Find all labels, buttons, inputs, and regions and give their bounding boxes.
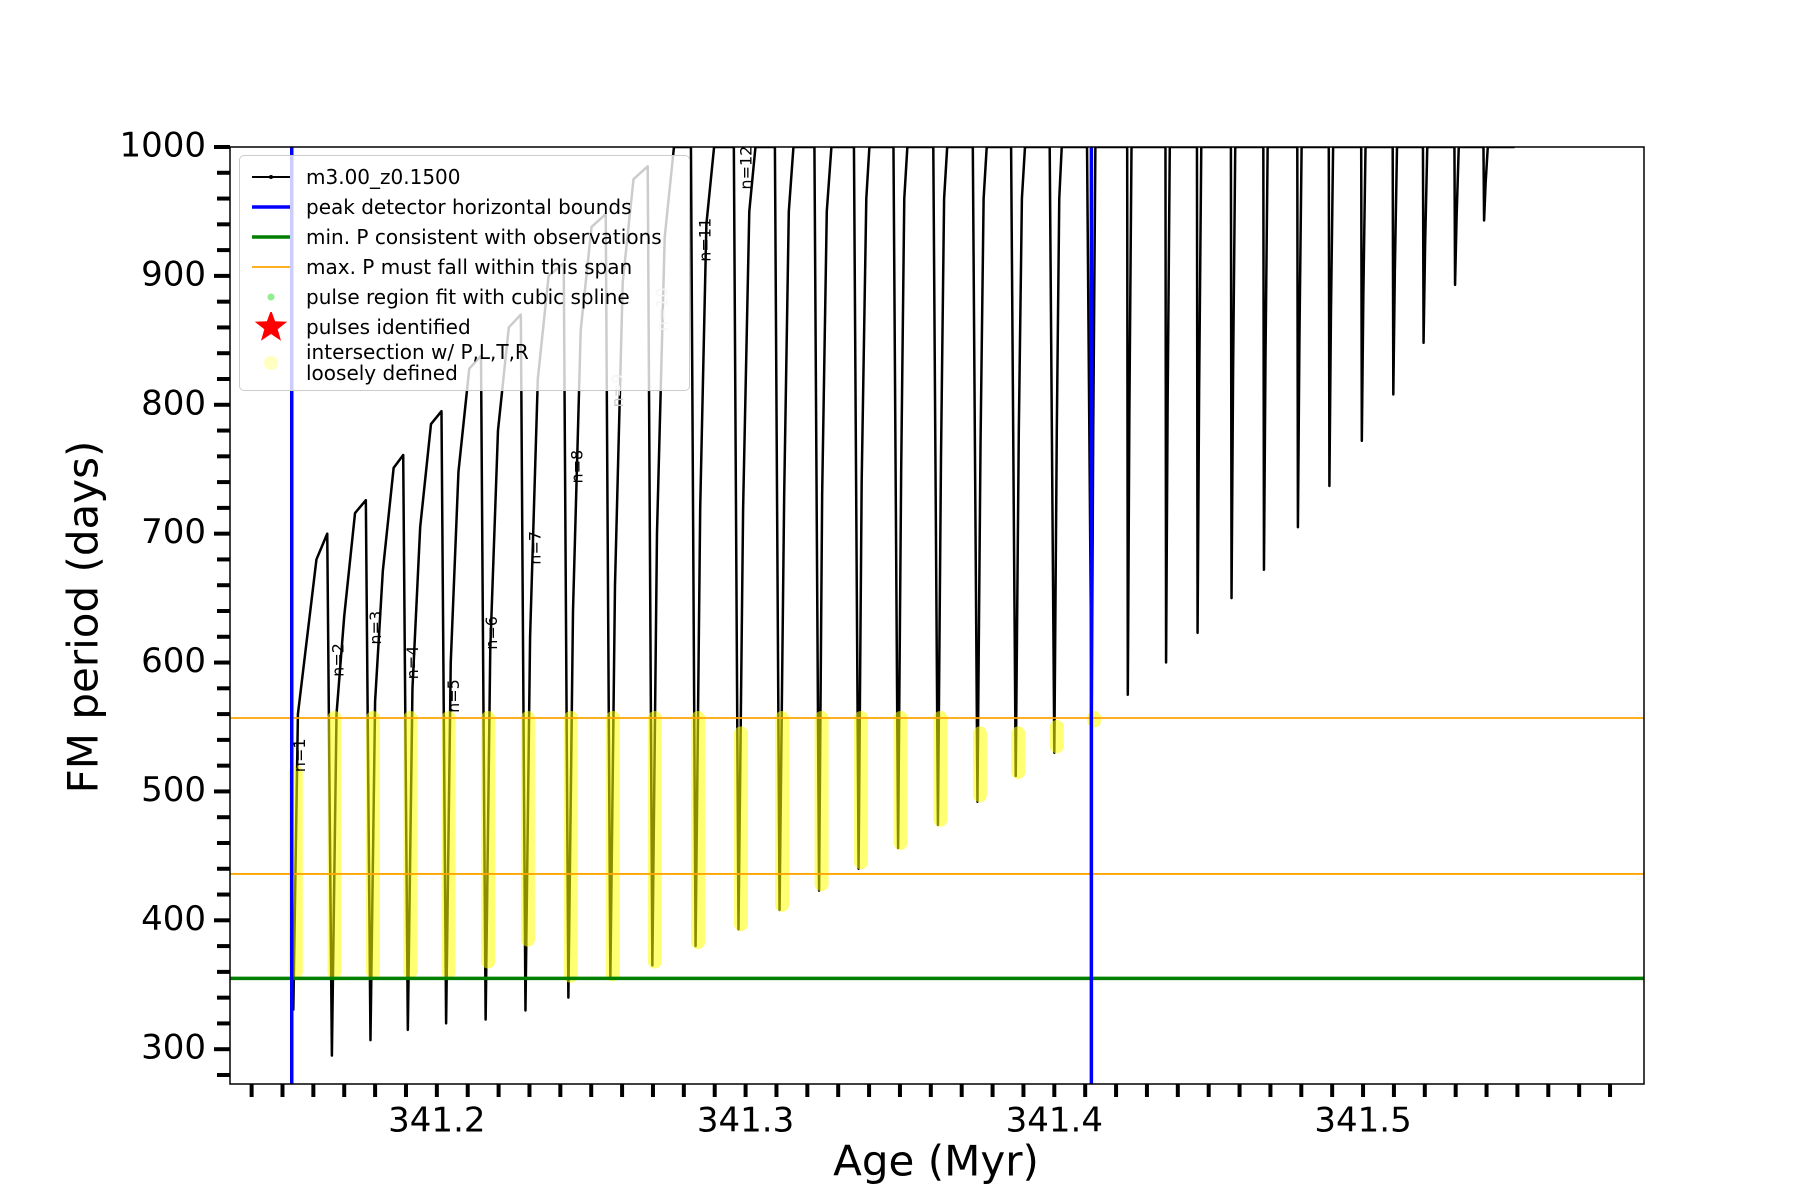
legend-label: m3.00_z0.1500: [306, 164, 461, 189]
y-tick-label: 400: [141, 899, 206, 939]
pulse-annotation: n=3: [366, 611, 385, 645]
legend-entry: max. P must fall within this span: [248, 252, 681, 282]
pulse-annotation: n=5: [444, 679, 463, 713]
pulse-annotation: n=12: [736, 146, 755, 190]
legend-entry: peak detector horizontal bounds: [248, 192, 681, 222]
legend-swatch: [252, 205, 290, 209]
pulse-annotation: n=2: [328, 643, 347, 677]
y-tick-label: 300: [141, 1028, 206, 1068]
legend-label: max. P must fall within this span: [306, 254, 633, 279]
y-tick-label: 500: [141, 770, 206, 810]
intersection-band: [288, 710, 1102, 983]
legend-label: pulses identified: [306, 314, 471, 339]
legend-swatch: [254, 312, 288, 341]
legend-swatch: [252, 266, 290, 268]
y-tick-label: 1000: [119, 126, 206, 166]
x-tick-label: 341.4: [1006, 1101, 1103, 1141]
legend-swatch: [252, 175, 290, 179]
pulse-annotation: n=4: [403, 646, 422, 680]
x-tick-label: 341.5: [1314, 1101, 1411, 1141]
legend-entry: min. P consistent with observations: [248, 222, 681, 252]
legend-marker: [254, 312, 288, 341]
legend-label: intersection w/ P,L,T,R loosely defined: [306, 340, 529, 385]
legend-label: pulse region fit with cubic spline: [306, 284, 630, 309]
y-tick-label: 900: [141, 254, 206, 294]
y-axis-label: FM period (days): [59, 441, 108, 794]
plot-frame: [229, 146, 1645, 1085]
legend-swatch: [252, 235, 290, 239]
y-tick-label: 600: [141, 641, 206, 681]
pulse-annotation: n=8: [567, 450, 586, 484]
y-tick-label: 700: [141, 512, 206, 552]
legend-label: min. P consistent with observations: [306, 224, 662, 249]
pulse-annotation: n=6: [482, 616, 501, 650]
legend-swatch: [264, 356, 278, 370]
x-tick-label: 341.2: [388, 1101, 485, 1141]
x-axis-label: Age (Myr): [833, 1137, 1039, 1186]
y-tick-label: 800: [141, 383, 206, 423]
x-tick-label: 341.3: [697, 1101, 794, 1141]
legend-entry: pulses identified: [248, 312, 681, 342]
pulse-annotation: n=11: [696, 218, 715, 262]
legend-entry: m3.00_z0.1500: [248, 162, 681, 192]
legend-swatch: [267, 293, 275, 301]
pulse-annotation: n=1: [290, 738, 309, 772]
legend-marker: [264, 356, 278, 370]
legend-entry: pulse region fit with cubic spline: [248, 282, 681, 312]
pulse-annotation: n=7: [525, 531, 544, 565]
legend-entry: intersection w/ P,L,T,R loosely defined: [248, 342, 681, 384]
legend-label: peak detector horizontal bounds: [306, 194, 632, 219]
legend-marker: [267, 293, 275, 301]
legend-marker: [269, 175, 273, 179]
